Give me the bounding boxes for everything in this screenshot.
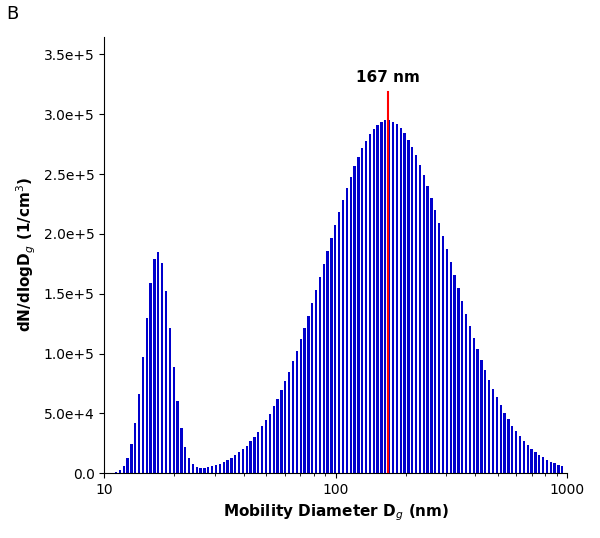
Y-axis label: dN/dlogD$_g$ (1/cm$^3$): dN/dlogD$_g$ (1/cm$^3$) [15,177,38,332]
Text: 167 nm: 167 nm [356,70,419,85]
Text: B: B [6,5,18,23]
X-axis label: Mobility Diameter D$_g$ (nm): Mobility Diameter D$_g$ (nm) [223,502,449,523]
